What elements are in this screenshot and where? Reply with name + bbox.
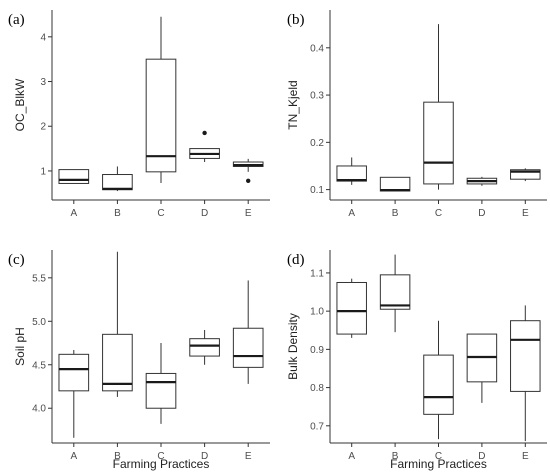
y-axis-title: OC_BlkW [13,78,27,131]
x-tick-label: D [478,208,485,219]
y-axis-title: Bulk Density [286,313,300,380]
x-tick-label: E [245,451,252,462]
x-tick-label: A [70,208,77,219]
x-tick-label: E [522,208,529,219]
y-tick-label: 0.2 [310,138,324,149]
box-iqr [232,327,264,368]
y-tick-label: 5.5 [32,273,46,284]
y-tick-label: 4.0 [32,404,46,415]
y-tick-label: 0.1 [310,185,324,196]
x-tick-label: A [348,451,355,462]
x-tick-label: D [201,451,208,462]
box-E [232,158,264,183]
y-tick-label: 3 [40,77,46,88]
box-iqr [102,174,133,191]
box-C [145,343,177,424]
box-D [189,329,220,365]
box-iqr [379,274,411,310]
box-B [102,166,133,192]
box-iqr [58,169,90,184]
y-axis-title: TN_Kjeld [286,80,300,129]
y-tick-label: 0.8 [310,383,324,394]
box-iqr [102,333,133,392]
y-tick-label: 2 [40,122,46,133]
box-D [466,333,498,403]
box-A [58,169,90,184]
panel-label: (a) [8,12,25,28]
box-E [232,280,264,384]
panel-label: (d) [287,252,305,268]
box-E [510,168,541,182]
box-iqr [379,176,411,192]
y-tick-label: 0.3 [310,91,324,102]
y-tick-label: 0.7 [310,421,324,432]
x-tick-label: C [157,451,164,462]
box-iqr [336,165,367,182]
box-B [379,254,411,333]
chart-panel-1: (b) TN_Kjeld 0.1 0.2 0.3 0.4 A B C D E [286,10,547,219]
x-axis-title: Farming Practices [113,457,210,471]
x-tick-label: E [245,208,252,219]
chart-panel-0: (a) OC_BlkW 1 2 3 4 A B C D E [8,10,270,219]
y-tick-label: 0.4 [310,43,324,54]
panel-label: (b) [287,12,305,28]
box-iqr [145,58,177,173]
panel-label: (c) [8,252,25,268]
y-tick-label: 1.0 [310,307,324,318]
x-tick-label: B [114,451,121,462]
box-B [379,176,411,192]
y-tick-label: 4.5 [32,360,46,371]
y-axis-title: Soil pH [13,327,27,366]
x-tick-label: C [157,208,164,219]
box-iqr [145,372,177,409]
box-C [423,24,454,190]
box-C [145,16,177,184]
box-D [466,176,498,186]
x-tick-label: B [114,208,121,219]
y-tick-label: 1 [40,166,46,177]
y-tick-label: 1.1 [310,268,324,279]
x-tick-label: C [435,451,442,462]
box-E [510,305,541,442]
x-tick-label: B [392,451,399,462]
box-iqr [336,281,367,335]
box-B [102,251,133,397]
x-tick-label: A [70,451,77,462]
box-iqr [423,354,454,415]
y-tick-label: 5.0 [32,317,46,328]
x-tick-label: D [478,451,485,462]
x-tick-label: A [348,208,355,219]
chart-panel-3: (d) Bulk Density 0.7 0.8 0.9 1.0 1.1 A B C D E Farmi… [286,250,547,471]
box-D [189,130,220,162]
x-axis-title: Farming Practices [390,457,487,471]
box-iqr [58,353,90,392]
y-tick-label: 0.9 [310,345,324,356]
x-tick-label: D [201,208,208,219]
box-A [336,278,367,338]
outlier-point [246,178,251,183]
box-iqr [189,338,220,357]
box-iqr [510,169,541,180]
chart-panel-2: (c) Soil pH 4.0 4.5 5.0 5.5 A B C D E Farming Pract… [8,250,270,471]
outlier-point [202,130,207,136]
x-tick-label: B [392,208,399,219]
box-A [336,157,367,185]
box-A [58,349,90,438]
x-tick-label: C [435,208,442,219]
box-C [423,320,454,440]
box-iqr [510,320,541,392]
y-tick-label: 4 [40,32,46,43]
box-iqr [423,101,454,185]
x-tick-label: E [522,451,529,462]
